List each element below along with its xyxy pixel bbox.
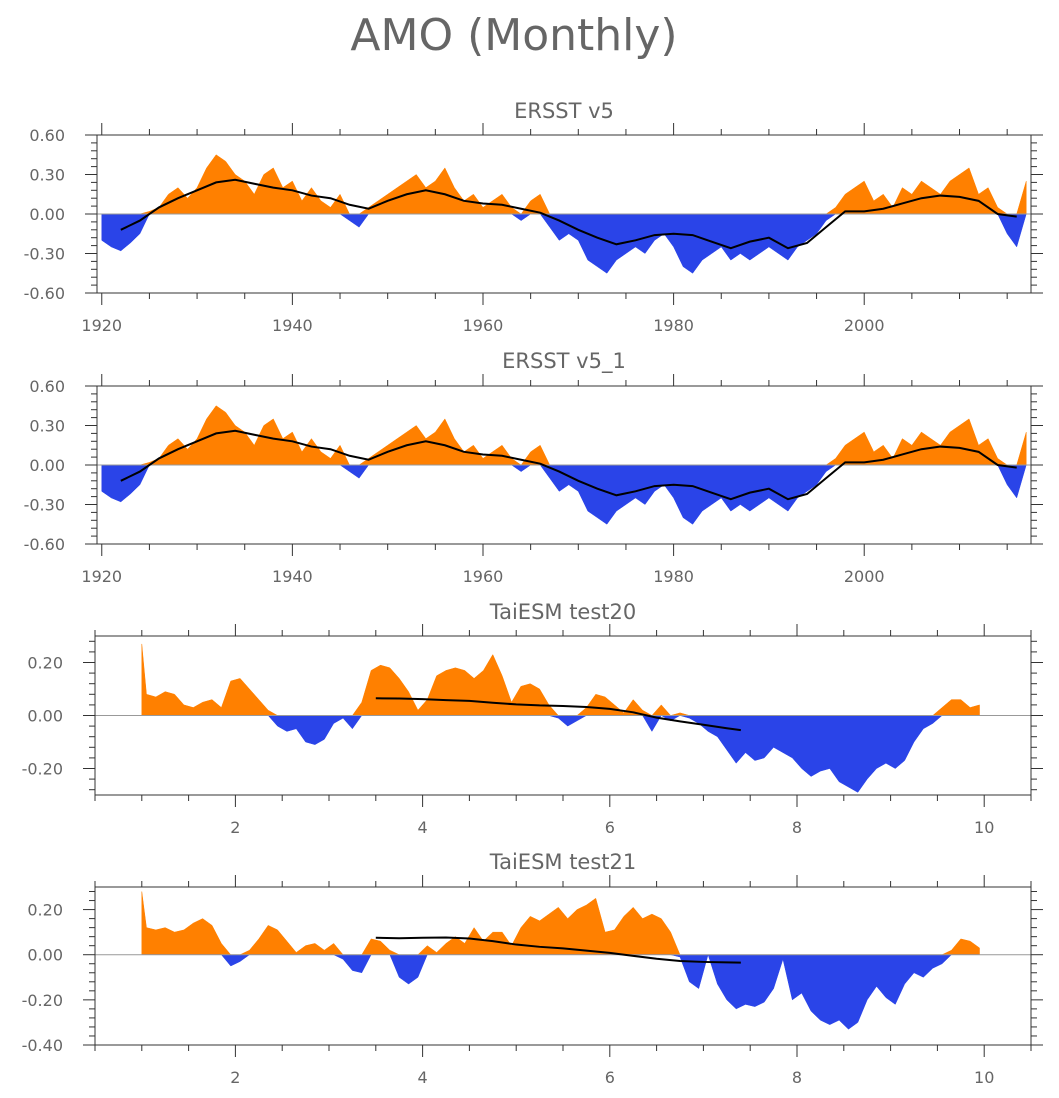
y-tick-label: -0.60 xyxy=(24,535,65,554)
figure-title: AMO (Monthly) xyxy=(350,10,677,61)
x-tick-label: 4 xyxy=(418,1068,428,1087)
x-tick-label: 2000 xyxy=(844,567,885,586)
y-tick-label: 0.60 xyxy=(29,126,65,145)
x-tick-label: 1960 xyxy=(463,567,504,586)
x-tick-label: 1940 xyxy=(272,316,313,335)
y-tick-label: 0.00 xyxy=(29,456,65,475)
x-tick-label: 6 xyxy=(605,1068,615,1087)
negative-anomaly-area xyxy=(141,953,980,1030)
x-tick-label: 6 xyxy=(605,818,615,837)
chart-panel-2: ERSST v5_1 1920 1940 1960 1980 2000 0.60 0.30 0.… xyxy=(24,349,1043,586)
y-tick-label: -0.40 xyxy=(22,1036,63,1055)
y-tick-label: 0.30 xyxy=(29,166,65,185)
y-tick-label: -0.20 xyxy=(22,760,63,779)
running-mean-line xyxy=(120,429,1017,501)
plot-area xyxy=(97,154,1031,274)
x-tick-label: 8 xyxy=(792,1068,802,1087)
y-tick-label: 0.00 xyxy=(27,707,63,726)
chart-panels: ERSST v5 1920 1940 1960 1980 2000 0.60 0.30 0.00… xyxy=(22,99,1043,1087)
plot-area xyxy=(95,891,1031,1030)
running-mean-line xyxy=(120,178,1017,250)
x-tick-label: 2 xyxy=(230,818,240,837)
y-tick-label: -0.30 xyxy=(24,496,65,515)
x-tick-label: 8 xyxy=(792,818,802,837)
chart-panel-4: TaiESM test21 2 4 6 8 10 0.20 0.00 -0.20 -0.40 xyxy=(22,850,1043,1087)
chart-panel-3: TaiESM test20 2 4 6 8 10 0.20 0.00 -0.20 xyxy=(22,600,1043,837)
positive-anomaly-area xyxy=(101,154,1027,215)
running-mean-line xyxy=(375,697,741,732)
y-tick-label: 0.00 xyxy=(27,946,63,965)
x-tick-label: 2 xyxy=(230,1068,240,1087)
x-tick-label: 1920 xyxy=(81,316,122,335)
plot-area xyxy=(97,405,1031,525)
x-tick-label: 1980 xyxy=(653,316,694,335)
x-tick-label: 1960 xyxy=(463,316,504,335)
y-tick-label: -0.30 xyxy=(24,245,65,264)
y-tick-label: -0.60 xyxy=(24,284,65,303)
y-tick-label: 0.30 xyxy=(29,417,65,436)
x-tick-label: 10 xyxy=(974,818,994,837)
x-tick-label: 1940 xyxy=(272,567,313,586)
y-tick-label: 0.20 xyxy=(27,901,63,920)
chart-panel-1: ERSST v5 1920 1940 1960 1980 2000 0.60 0.30 0.00… xyxy=(24,99,1043,335)
panel-title: ERSST v5_1 xyxy=(502,349,626,374)
y-tick-label: 0.00 xyxy=(29,205,65,224)
panel-title: TaiESM test20 xyxy=(489,600,637,624)
y-tick-label: 0.60 xyxy=(29,377,65,396)
x-tick-label: 1920 xyxy=(81,567,122,586)
positive-anomaly-area xyxy=(101,405,1027,466)
negative-anomaly-area xyxy=(141,715,980,793)
x-tick-label: 4 xyxy=(418,818,428,837)
y-tick-label: -0.20 xyxy=(22,991,63,1010)
x-tick-label: 2000 xyxy=(844,316,885,335)
positive-anomaly-area xyxy=(141,643,980,716)
plot-area xyxy=(95,643,1031,793)
running-mean-line xyxy=(375,936,741,964)
x-tick-label: 10 xyxy=(974,1068,994,1087)
positive-anomaly-area xyxy=(141,891,980,955)
y-tick-label: 0.20 xyxy=(27,654,63,673)
panel-title: ERSST v5 xyxy=(514,99,614,123)
panel-title: TaiESM test21 xyxy=(489,850,637,874)
x-tick-label: 1980 xyxy=(653,567,694,586)
